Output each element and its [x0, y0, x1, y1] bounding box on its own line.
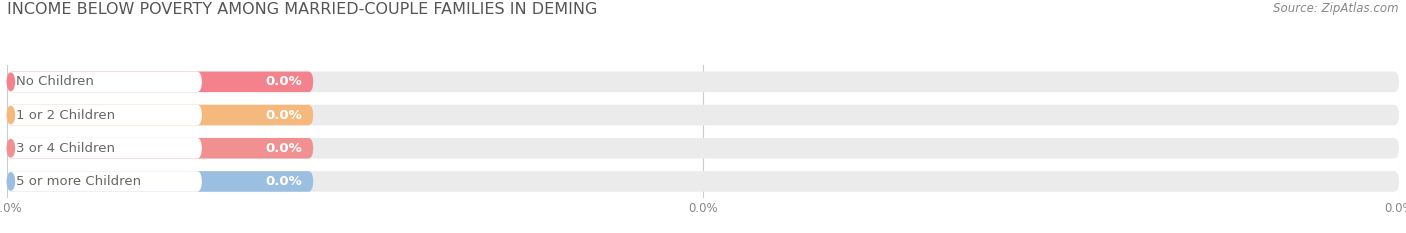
FancyBboxPatch shape: [7, 138, 202, 158]
Text: 0.0%: 0.0%: [266, 109, 302, 122]
Circle shape: [7, 173, 14, 190]
FancyBboxPatch shape: [7, 171, 314, 192]
Text: 0.0%: 0.0%: [266, 75, 302, 88]
FancyBboxPatch shape: [7, 72, 202, 92]
Text: 5 or more Children: 5 or more Children: [15, 175, 141, 188]
Text: 0.0%: 0.0%: [266, 142, 302, 155]
Text: 0.0%: 0.0%: [266, 175, 302, 188]
Circle shape: [7, 140, 14, 157]
FancyBboxPatch shape: [7, 171, 1399, 192]
FancyBboxPatch shape: [7, 138, 1399, 158]
FancyBboxPatch shape: [7, 72, 1399, 92]
Circle shape: [7, 73, 14, 90]
Text: No Children: No Children: [15, 75, 94, 88]
Text: 1 or 2 Children: 1 or 2 Children: [15, 109, 115, 122]
FancyBboxPatch shape: [7, 105, 1399, 125]
Circle shape: [7, 106, 14, 124]
FancyBboxPatch shape: [7, 171, 202, 192]
Text: Source: ZipAtlas.com: Source: ZipAtlas.com: [1274, 2, 1399, 15]
Text: 3 or 4 Children: 3 or 4 Children: [15, 142, 115, 155]
FancyBboxPatch shape: [7, 105, 314, 125]
FancyBboxPatch shape: [7, 72, 314, 92]
Text: INCOME BELOW POVERTY AMONG MARRIED-COUPLE FAMILIES IN DEMING: INCOME BELOW POVERTY AMONG MARRIED-COUPL…: [7, 2, 598, 17]
FancyBboxPatch shape: [7, 105, 202, 125]
FancyBboxPatch shape: [7, 138, 314, 158]
